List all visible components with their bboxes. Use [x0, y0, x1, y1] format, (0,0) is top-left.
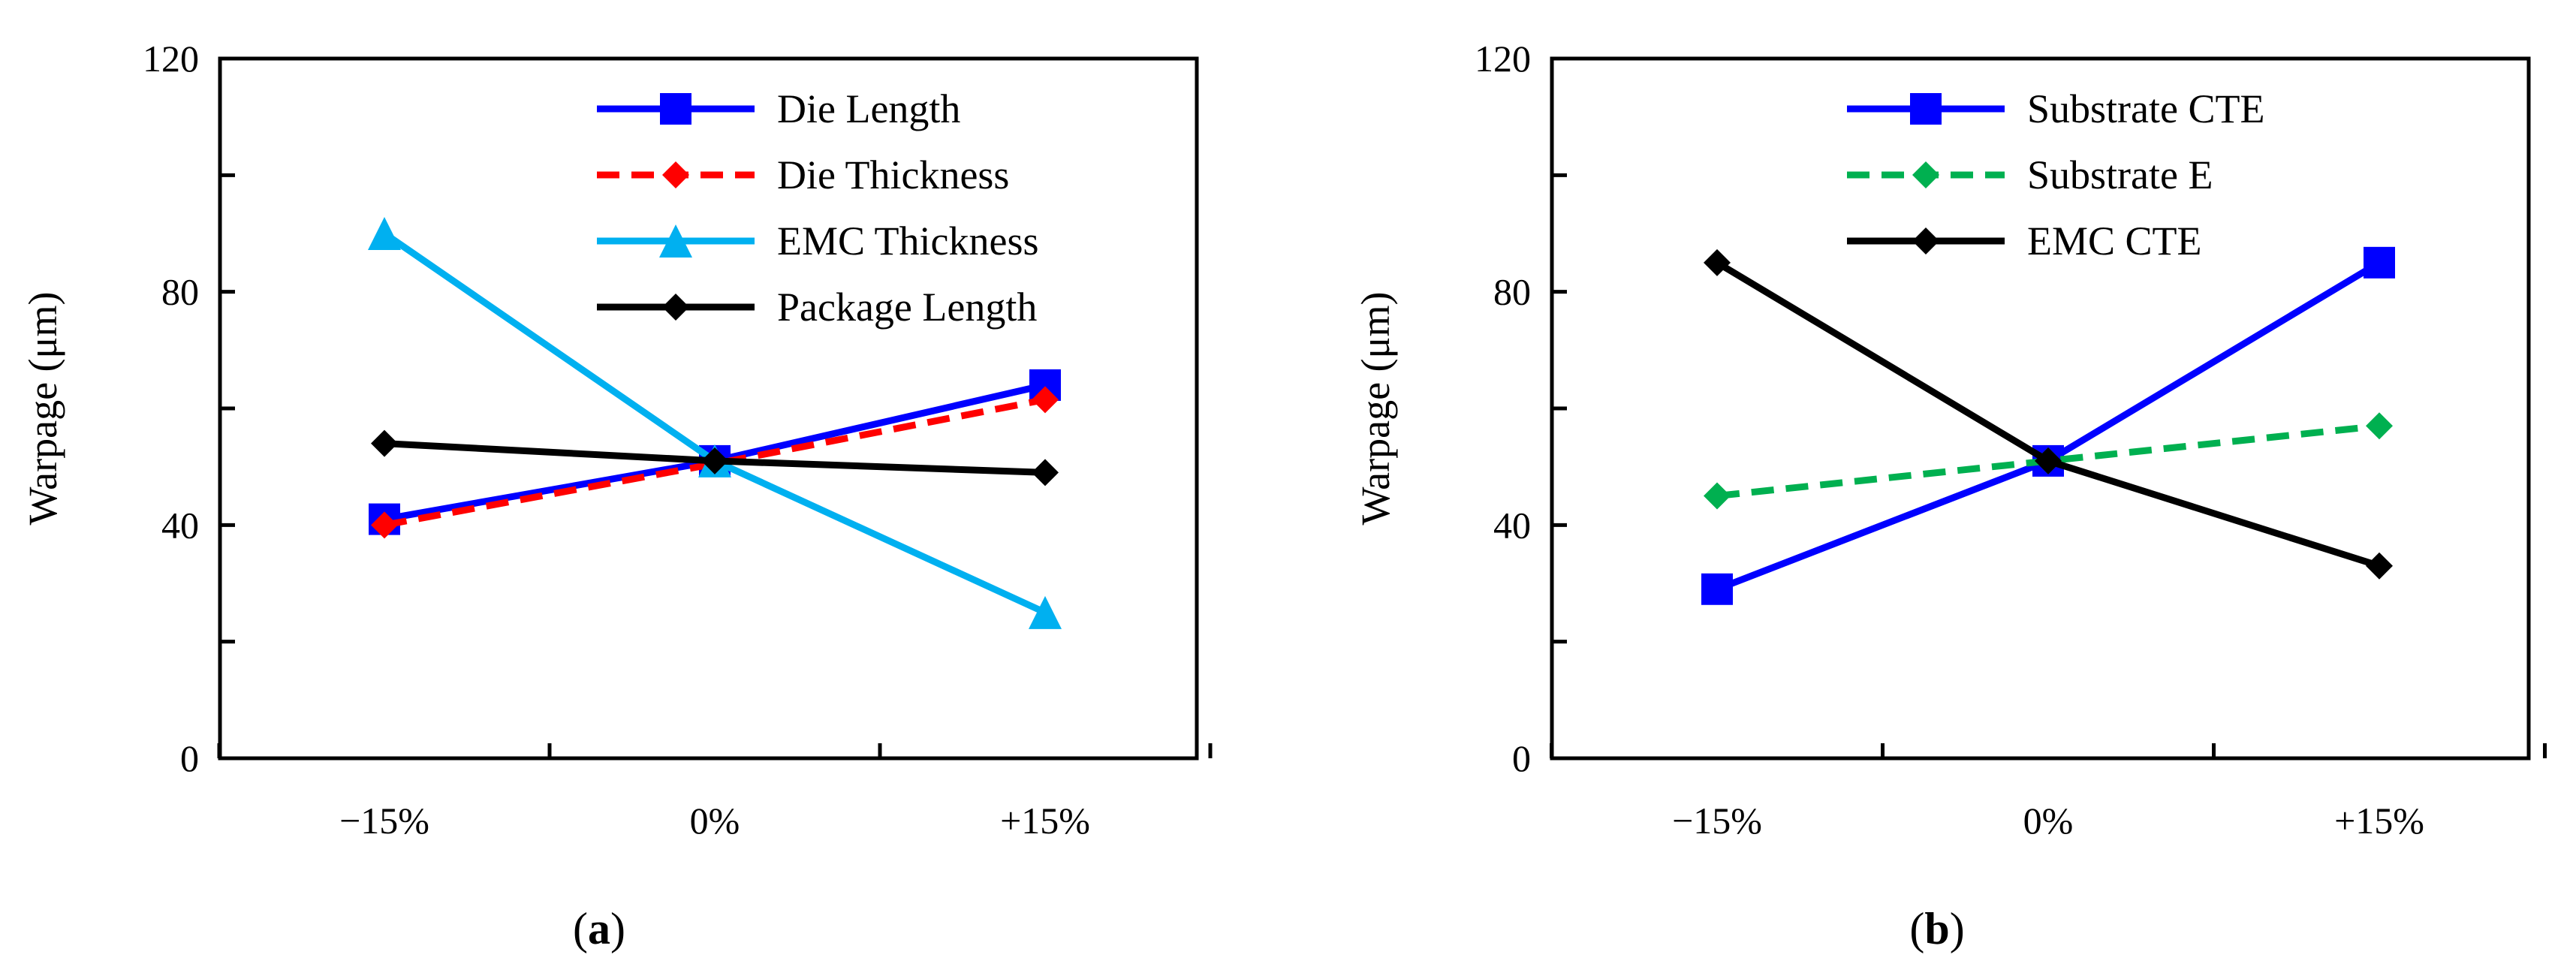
y-tick-label: 120 — [1475, 38, 1531, 80]
legend: Substrate CTE Substrate E EMC CTE — [1847, 86, 2264, 264]
data-point — [2366, 412, 2393, 440]
legend-label: Die Length — [777, 86, 960, 131]
y-tick-label: 80 — [1493, 271, 1531, 313]
plot-frame — [218, 56, 1199, 761]
y-tick-label: 0 — [1512, 737, 1531, 779]
data-point — [1032, 386, 1059, 414]
data-point — [1704, 482, 1731, 510]
legend-label: Package Length — [777, 285, 1037, 330]
legend-label: EMC CTE — [2027, 218, 2202, 264]
data-point — [701, 447, 728, 474]
data-point — [2035, 447, 2062, 474]
x-tick-label: +15% — [1000, 800, 1090, 842]
legend-marker — [1910, 93, 1942, 125]
data-point — [368, 217, 401, 250]
data-point — [2366, 552, 2393, 580]
series-line-substrate-cte — [1716, 259, 2382, 592]
data-point — [371, 511, 398, 539]
y-axis-label: Warpage (μm) — [1353, 292, 1398, 526]
data-point — [1032, 459, 1059, 486]
legend-label: Substrate CTE — [2027, 86, 2264, 131]
chart-panel-a: 0 40 80 120 −15% 0% +15% Warpage (μm) Die Length… — [20, 38, 1213, 953]
y-axis-label: Warpage (μm) — [20, 292, 65, 526]
data-point — [371, 429, 398, 457]
legend-marker — [662, 161, 689, 188]
series-line-die-thickness — [384, 396, 1046, 529]
x-tick-label: −15% — [339, 800, 429, 842]
data-point — [1029, 595, 1062, 629]
y-tick-label: 120 — [143, 38, 199, 80]
x-tick-label: −15% — [1672, 800, 1762, 842]
data-point — [1701, 573, 1733, 605]
x-tick-label: 0% — [2023, 800, 2074, 842]
data-point — [1704, 249, 1731, 276]
y-tick-label: 0 — [180, 737, 199, 779]
legend-marker — [662, 294, 689, 321]
legend-label: Die Thickness — [777, 152, 1009, 197]
y-tick-label: 80 — [161, 271, 199, 313]
legend-label: EMC Thickness — [777, 218, 1039, 264]
legend-marker — [1912, 161, 1939, 188]
x-tick-label: +15% — [2334, 800, 2424, 842]
y-tick-label: 40 — [1493, 504, 1531, 546]
legend-marker — [660, 93, 691, 125]
legend-label: Substrate E — [2027, 152, 2213, 197]
x-tick-label: 0% — [690, 800, 740, 842]
data-point — [2364, 246, 2395, 279]
legend: Die Length Die Thickness EMC Thickness Pack… — [597, 86, 1039, 330]
series-line-emc-cte — [1715, 259, 2381, 569]
chart-panel-b: 0 40 80 120 −15% 0% +15% Warpage (μm) Substrate … — [1353, 38, 2547, 953]
legend-marker — [659, 224, 692, 258]
y-tick-label: 40 — [161, 504, 199, 546]
panel-label: (a) — [573, 904, 625, 953]
legend-marker — [1912, 227, 1939, 255]
panel-label: (b) — [1909, 904, 1964, 953]
